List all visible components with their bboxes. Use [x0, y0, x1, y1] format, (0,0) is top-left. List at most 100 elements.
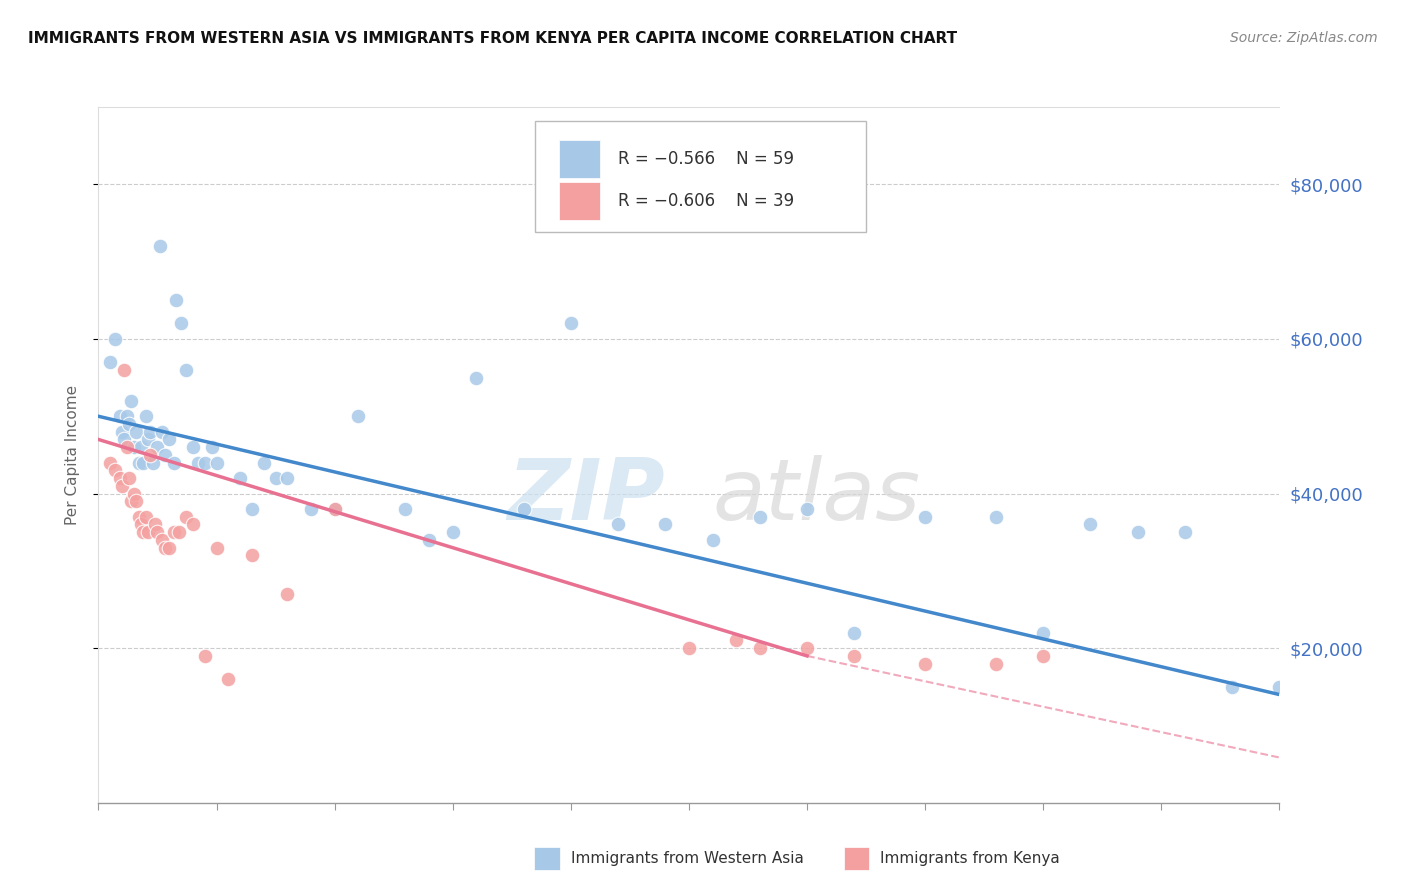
Text: ZIP: ZIP: [508, 455, 665, 538]
Point: [125, 494, 148, 508]
Point: [844, 625, 866, 640]
Point: [844, 648, 866, 663]
Point: [111, 425, 134, 439]
Y-axis label: Per Capita Income: Per Capita Income: [65, 384, 80, 525]
Point: [194, 648, 217, 663]
Text: Immigrants from Western Asia: Immigrants from Western Asia: [571, 851, 804, 866]
Point: [253, 456, 276, 470]
Point: [914, 509, 936, 524]
Point: [323, 502, 346, 516]
Point: [1032, 625, 1054, 640]
Point: [112, 363, 135, 377]
Point: [115, 440, 138, 454]
Point: [157, 541, 180, 555]
Point: [174, 509, 197, 524]
Point: [240, 549, 263, 563]
Point: [984, 509, 1007, 524]
Point: [115, 409, 138, 424]
FancyBboxPatch shape: [536, 121, 866, 232]
Point: [1126, 525, 1149, 540]
Point: [678, 641, 700, 656]
Text: IMMIGRANTS FROM WESTERN ASIA VS IMMIGRANTS FROM KENYA PER CAPITA INCOME CORRELAT: IMMIGRANTS FROM WESTERN ASIA VS IMMIGRAN…: [28, 31, 957, 46]
Point: [512, 502, 534, 516]
Point: [163, 456, 186, 470]
FancyBboxPatch shape: [560, 182, 600, 220]
Point: [240, 502, 263, 516]
Point: [98, 456, 121, 470]
Point: [984, 657, 1007, 671]
Point: [139, 425, 162, 439]
Point: [465, 370, 488, 384]
Point: [347, 409, 370, 424]
Point: [201, 440, 224, 454]
Point: [98, 355, 121, 369]
Point: [149, 239, 172, 253]
Point: [181, 440, 204, 454]
Point: [121, 393, 143, 408]
Point: [132, 456, 155, 470]
Point: [1174, 525, 1197, 540]
Point: [118, 417, 141, 431]
Point: [157, 433, 180, 447]
Point: [654, 517, 676, 532]
FancyBboxPatch shape: [560, 140, 600, 178]
Point: [108, 409, 131, 424]
Point: [122, 440, 145, 454]
Point: [118, 471, 141, 485]
Text: atlas: atlas: [713, 455, 921, 538]
Point: [139, 448, 162, 462]
Point: [607, 517, 630, 532]
Point: [132, 525, 155, 540]
Point: [165, 293, 187, 308]
Text: Immigrants from Kenya: Immigrants from Kenya: [880, 851, 1060, 866]
Text: R = −0.606    N = 39: R = −0.606 N = 39: [619, 192, 794, 210]
Point: [217, 672, 239, 686]
Point: [104, 332, 127, 346]
Point: [323, 502, 346, 516]
Point: [418, 533, 440, 547]
Point: [167, 525, 190, 540]
Point: [150, 425, 173, 439]
Point: [796, 641, 818, 656]
Point: [112, 433, 135, 447]
Point: [264, 471, 287, 485]
Point: [299, 502, 322, 516]
Point: [135, 409, 157, 424]
Point: [1080, 517, 1102, 532]
Point: [796, 502, 818, 516]
Point: [135, 509, 157, 524]
Point: [129, 440, 152, 454]
Point: [129, 517, 152, 532]
Point: [702, 533, 724, 547]
Point: [748, 641, 770, 656]
Text: R = −0.566    N = 59: R = −0.566 N = 59: [619, 150, 794, 169]
Point: [146, 525, 169, 540]
Point: [181, 517, 204, 532]
Point: [128, 456, 150, 470]
Point: [108, 471, 131, 485]
Point: [146, 440, 169, 454]
Point: [205, 456, 228, 470]
Point: [194, 456, 217, 470]
Point: [143, 517, 166, 532]
Point: [121, 494, 143, 508]
Point: [153, 541, 176, 555]
Point: [122, 486, 145, 500]
Point: [163, 525, 186, 540]
Point: [136, 433, 159, 447]
Point: [229, 471, 252, 485]
Point: [170, 317, 193, 331]
Point: [1268, 680, 1291, 694]
Point: [748, 509, 770, 524]
Point: [914, 657, 936, 671]
Point: [394, 502, 416, 516]
Point: [125, 425, 148, 439]
Point: [150, 533, 173, 547]
Point: [560, 317, 582, 331]
Point: [1220, 680, 1243, 694]
Point: [104, 463, 127, 477]
Point: [187, 456, 209, 470]
Point: [153, 448, 176, 462]
Point: [111, 479, 134, 493]
Point: [174, 363, 197, 377]
